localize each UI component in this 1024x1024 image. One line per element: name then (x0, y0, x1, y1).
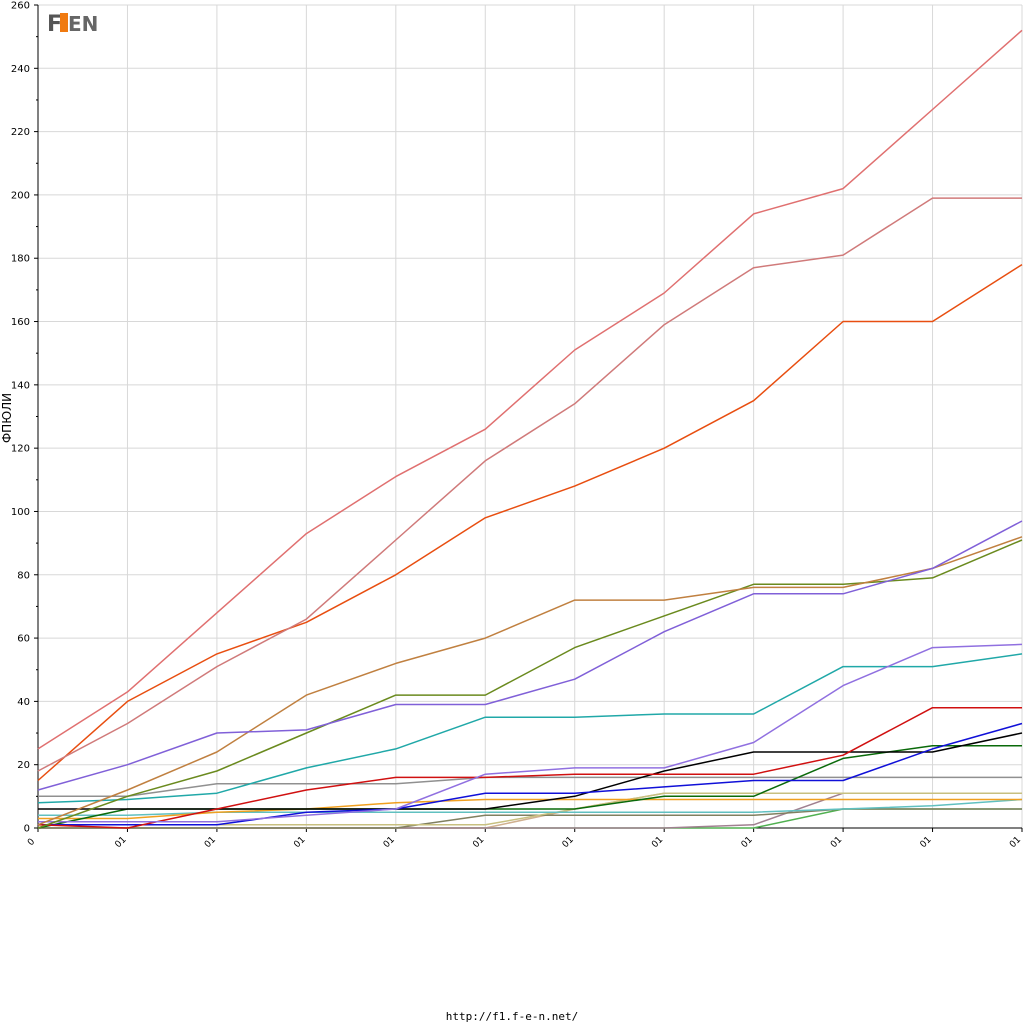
series-line (38, 798, 1022, 820)
series-line (37, 653, 1023, 804)
x-tick-label: 01 (561, 835, 576, 850)
y-tick-label: 200 (11, 190, 30, 201)
x-tick-label: 01 (740, 835, 755, 850)
y-tick-label: 80 (17, 570, 30, 581)
svg-text:F: F (47, 12, 62, 37)
f1en-logo: F EN (46, 7, 100, 37)
y-tick-label: 60 (17, 634, 30, 645)
series-line (37, 263, 1023, 782)
series-line (38, 722, 1023, 826)
series-line (37, 536, 1023, 826)
x-tick-label: 01 (382, 835, 397, 850)
footer-url[interactable]: http://f1.f-e-n.net/ (445, 1010, 579, 1023)
x-tick-label: 01 (113, 835, 128, 850)
series-line (38, 776, 1022, 798)
y-tick-label: 100 (11, 507, 30, 518)
y-tick-label: 260 (11, 1, 30, 12)
x-tick-label: 01 (292, 835, 307, 850)
x-tick-label: 01 (203, 835, 218, 850)
y-tick-label: 240 (11, 64, 30, 75)
series-line (37, 29, 1023, 750)
x-tick-label: 01 (471, 835, 486, 850)
x-tick-label: 01 (650, 835, 665, 850)
y-tick-label: 160 (11, 317, 30, 328)
x-tick-label: 01 (1008, 835, 1023, 850)
x-tick-labels: 0 01 01 01 01 01 01 01 01 01 01 01 (26, 835, 1023, 850)
y-tick-label: 180 (11, 254, 30, 265)
y-tick-label: 220 (11, 127, 30, 138)
series-line (37, 539, 1023, 829)
series-lines (37, 29, 1023, 829)
y-tick-label: 140 (11, 380, 30, 391)
x-tick-label: 01 (919, 835, 934, 850)
y-tick-label: 0 (24, 824, 30, 835)
y-tick-label: 120 (11, 444, 30, 455)
grid (37, 4, 1023, 829)
y-tick-labels: 0 20 40 60 80 100 120 140 160 180 200 220 240 260 (11, 1, 30, 835)
series-line (37, 197, 1022, 772)
x-tick-label: 01 (829, 835, 844, 850)
x-tick-label: 0 (26, 837, 37, 848)
series-line (38, 798, 1023, 817)
series-line (37, 706, 1022, 829)
axes (34, 4, 1023, 832)
series-line (38, 732, 1023, 810)
y-tick-label: 40 (17, 697, 30, 708)
y-axis-label: ФПЮЛИ (0, 393, 14, 443)
svg-text:EN: EN (68, 12, 98, 36)
series-line (38, 792, 1022, 829)
series-line (38, 792, 1022, 829)
series-line (38, 643, 1023, 823)
series-line (37, 520, 1023, 791)
y-tick-label: 20 (17, 760, 30, 771)
